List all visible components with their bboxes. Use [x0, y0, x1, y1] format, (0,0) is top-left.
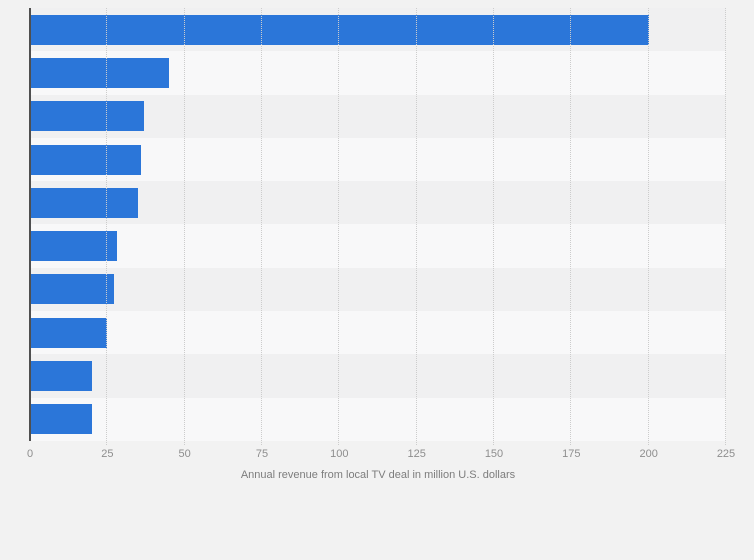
gridline: [415, 8, 417, 445]
x-tick-label: 0: [26, 448, 34, 460]
gridline: [647, 8, 649, 445]
bar: [30, 317, 108, 348]
x-tick-label: 25: [101, 448, 114, 460]
x-axis-tick-labels: 0 25 50 75 100 125 150 175 200 225: [27, 447, 735, 461]
chart-row: [30, 267, 726, 312]
chart-row: [30, 137, 726, 182]
gridline: [725, 8, 726, 445]
chart-row: [30, 354, 726, 398]
chart-row: [30, 94, 726, 138]
row-bands-container: [30, 8, 726, 441]
chart-row: [30, 51, 726, 95]
chart-row: [30, 397, 726, 441]
x-tick-label: 75: [255, 448, 269, 460]
bar: [30, 231, 117, 262]
x-tick-label: 50: [178, 448, 191, 460]
bar: [30, 144, 142, 175]
bar: [30, 101, 145, 132]
x-tick-label: 100: [330, 448, 349, 460]
gridline: [570, 8, 572, 445]
gridline: [106, 8, 108, 445]
chart-row: [30, 311, 726, 355]
x-tick-label: 175: [562, 448, 581, 460]
plot-area: [29, 8, 726, 445]
gridline: [261, 8, 262, 445]
x-tick-label: 150: [484, 448, 504, 460]
x-tick-label: 125: [407, 448, 426, 460]
bar: [30, 187, 139, 218]
bar: [30, 404, 92, 435]
y-axis-line: [29, 8, 31, 441]
chart-row: [30, 8, 726, 52]
gridline: [183, 8, 185, 445]
gridline: [338, 8, 340, 445]
chart-row: [30, 181, 726, 225]
bar: [30, 361, 92, 392]
x-tick-label: 200: [639, 448, 658, 460]
bar: [30, 274, 114, 305]
x-tick-label: 225: [716, 448, 736, 460]
bar: [30, 57, 170, 88]
bar: [30, 14, 649, 45]
gridline: [493, 8, 494, 445]
x-axis-title: Annual revenue from local TV deal in mil…: [240, 469, 516, 481]
chart-row: [30, 224, 726, 268]
